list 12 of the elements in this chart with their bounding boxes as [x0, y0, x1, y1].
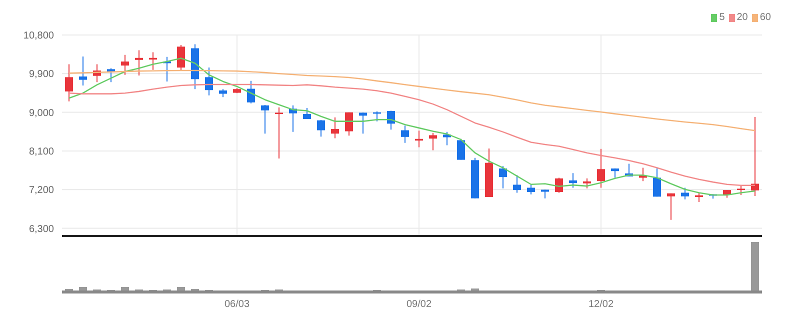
legend-label: 20	[736, 12, 748, 23]
y-tick-label: 8,100	[28, 146, 54, 158]
x-tick-label: 09/02	[406, 299, 432, 310]
y-tick-label: 9,900	[28, 69, 54, 80]
y-tick-label: 9,000	[28, 108, 54, 119]
legend-label: 60	[760, 12, 771, 23]
legend-label: 5	[719, 12, 725, 23]
y-tick-label: 10,800	[23, 30, 54, 42]
y-tick-label: 6,300	[28, 224, 54, 235]
y-tick-label: 7,200	[28, 185, 54, 196]
x-tick-label: 12/02	[588, 299, 614, 310]
x-tick-label: 06/03	[224, 299, 250, 310]
